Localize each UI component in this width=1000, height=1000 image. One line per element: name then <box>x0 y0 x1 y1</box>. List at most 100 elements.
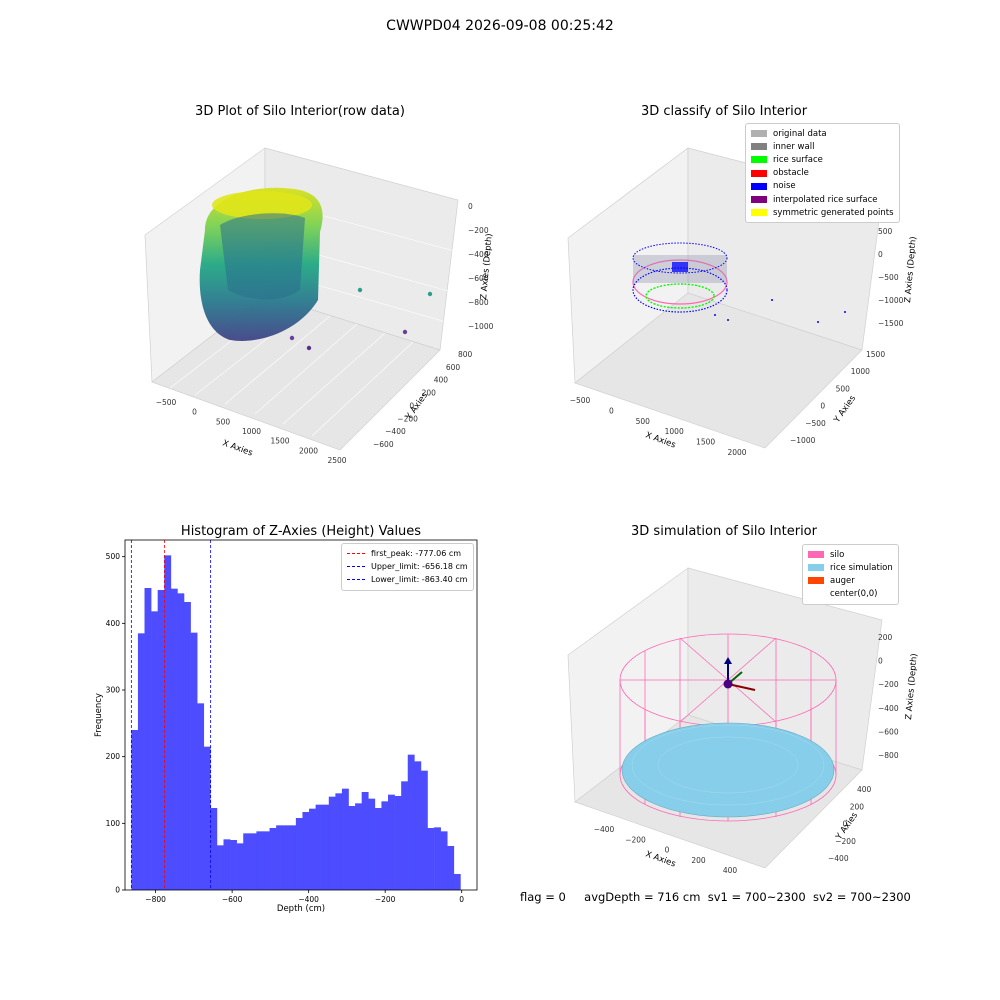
histogram-x-tick-label: −400 <box>298 895 319 904</box>
plot3-ylabel: Frequency <box>94 693 104 737</box>
plot1-outlier-point <box>427 291 433 297</box>
plot1-y-tick-label: −400 <box>385 427 406 436</box>
histogram-bar <box>447 846 455 890</box>
histogram-bar <box>276 825 284 890</box>
legend-item: auger <box>808 574 893 587</box>
plot4-y-tick-label: 400 <box>857 785 872 794</box>
legend-item: rice surface <box>751 153 894 166</box>
plot2-noise-point <box>817 321 819 323</box>
legend-label: symmetric generated points <box>773 207 894 218</box>
plot4-xlabel: X Axies <box>644 849 677 869</box>
plot3-title: Histogram of Z-Axies (Height) Values <box>180 524 422 539</box>
plot2-x-tick-label: 0 <box>609 406 614 415</box>
legend-item: original data <box>751 127 894 140</box>
plot2-noise-ring <box>632 267 728 313</box>
legend-item: center(0,0) <box>808 588 893 601</box>
plot2-y-tick-label: 1000 <box>851 367 870 376</box>
histogram-bar <box>131 730 139 890</box>
legend-label: original data <box>773 128 827 139</box>
figure-title: CWWPD04 2026-09-08 00:25:42 <box>386 18 614 34</box>
histogram-bar <box>236 843 244 890</box>
histogram-y-tick-label: 0 <box>115 886 120 895</box>
legend-swatch <box>751 143 767 151</box>
plot4-y-tick-label: 0 <box>843 820 848 829</box>
status-line: flag = 0 avgDepth = 716 cm sv1 = 700~230… <box>520 890 911 904</box>
histogram-bar <box>315 804 323 890</box>
plot1-y-tick-label: 200 <box>422 389 437 398</box>
histogram-bar <box>420 770 428 890</box>
plot4-legend: silo rice simulation auger center(0,0) <box>802 544 899 605</box>
plot3-axes-frame <box>124 539 478 891</box>
plot1-x-tick-label: 1500 <box>270 437 289 446</box>
legend-label: auger <box>830 575 855 586</box>
histogram-x-tick-label: −800 <box>145 895 166 904</box>
plot1-x-tick-label: 0 <box>192 408 197 417</box>
histogram-bar <box>177 593 185 890</box>
histogram-bar <box>151 611 158 890</box>
plot2-z-tick-label: −500 <box>878 273 899 282</box>
histogram-bar <box>328 796 336 890</box>
plot4-x-tick-label: −400 <box>594 825 615 834</box>
legend-item: Lower_limit: -863.40 cm <box>347 573 468 586</box>
plot2-x-tick-label: 1000 <box>665 427 684 436</box>
plot4-z-arrow-head <box>724 657 732 664</box>
legend-swatch <box>751 209 767 217</box>
plot2-z-tick-label: −1500 <box>878 319 904 328</box>
plot2-ylabel: Y Axies <box>832 393 859 425</box>
plot4-z-tick-label: 0 <box>878 657 883 666</box>
histogram-bar <box>216 845 224 890</box>
plot4-center-marker <box>723 679 733 689</box>
status-avg-depth: avgDepth = 716 cm <box>584 890 701 904</box>
legend-label: noise <box>773 181 796 192</box>
plot1-y-tick-label: −200 <box>397 414 418 423</box>
histogram-y-tick-label: 200 <box>106 752 121 761</box>
legend-swatch <box>808 577 824 585</box>
histogram-bar <box>249 833 257 890</box>
histogram-bar <box>137 633 145 890</box>
plot2-noise-point <box>727 319 729 321</box>
plot1-z-tick-label: 0 <box>468 202 473 211</box>
plot4-x-tick-label: 0 <box>665 846 670 855</box>
plot2-zlabel: Z Axies (Depth) <box>903 236 919 303</box>
legend-swatch <box>751 169 767 177</box>
legend-line <box>347 553 365 555</box>
histogram-x-tick-label: 0 <box>459 895 464 904</box>
plot4-title: 3D simulation of Silo Interior <box>631 524 817 539</box>
histogram-bar <box>322 804 330 890</box>
plot1-outlier-point <box>306 345 312 351</box>
plot1-z-tick-label: −400 <box>468 250 489 259</box>
histogram-bar <box>203 746 211 890</box>
plot4-z-tick-label: −200 <box>878 680 899 689</box>
plot1-xlabel: X Axies <box>221 438 254 458</box>
legend-item: first_peak: -777.06 cm <box>347 547 468 560</box>
histogram-x-tick-label: −200 <box>375 895 396 904</box>
plot2-x-tick-label: 500 <box>636 417 651 426</box>
legend-label: silo <box>830 549 845 560</box>
plot4-y-tick-label: 200 <box>850 802 865 811</box>
legend-label: Upper_limit: -656.18 cm <box>371 562 468 572</box>
histogram-y-tick-label: 300 <box>106 686 121 695</box>
plot1-y-tick-label: 600 <box>446 363 461 372</box>
legend-label: obstacle <box>773 168 809 179</box>
plot1-z-tick-label: −200 <box>468 226 489 235</box>
legend-swatch <box>751 182 767 190</box>
plot4-x-arrow <box>727 683 756 691</box>
plot2-noise-point <box>771 299 773 301</box>
legend-swatch <box>808 564 824 572</box>
histogram-bar <box>348 806 356 890</box>
histogram-y-tick-label: 500 <box>106 552 121 561</box>
plot2-z-tick-label: 0 <box>878 250 883 259</box>
histogram-bar <box>414 761 422 890</box>
legend-item: rice simulation <box>808 561 893 574</box>
histogram-bar <box>256 831 264 890</box>
histogram-bar <box>302 812 310 890</box>
histogram-bar <box>440 831 448 890</box>
plot2-z-tick-label: 500 <box>878 227 893 236</box>
plot3-group: −800 −600 −400 −200 0 0 100 200 300 400 500 Depth… <box>94 539 478 914</box>
plot3-xlabel: Depth (cm) <box>277 904 325 914</box>
plot2-silo-outline <box>632 259 728 305</box>
legend-swatch <box>751 156 767 164</box>
